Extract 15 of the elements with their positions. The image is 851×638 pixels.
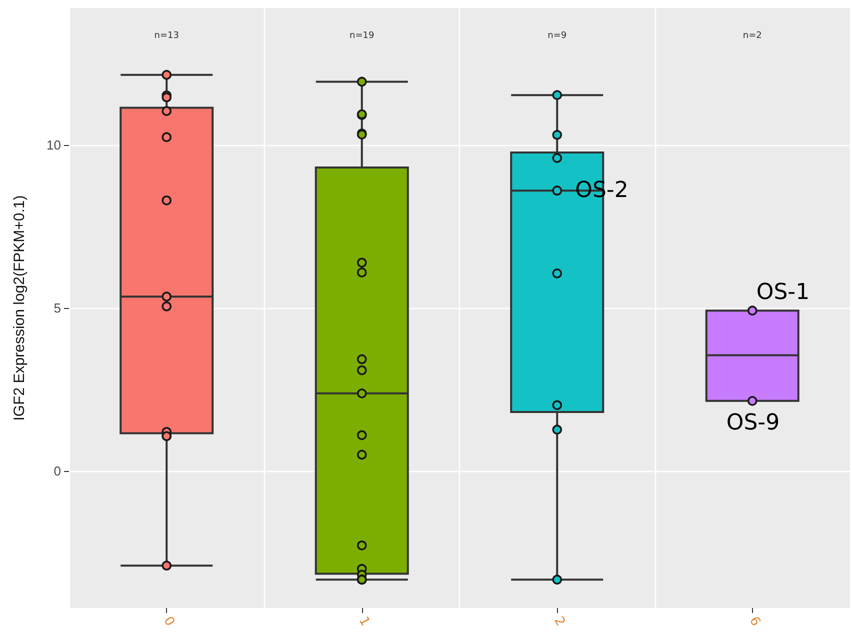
x-tick-label: 0 [160, 614, 178, 629]
x-tick-label: 1 [355, 614, 373, 629]
annotation: n=13 [154, 31, 179, 41]
annotation: OS-1 [756, 280, 810, 306]
x-tick-label: 2 [550, 614, 568, 629]
annotation: n=19 [350, 31, 374, 41]
annotation: n=2 [742, 31, 762, 41]
x-tick-label: 6 [746, 614, 764, 629]
annotation: n=9 [548, 31, 567, 41]
y-tick-label: 10 [46, 137, 61, 152]
annotation: OS-9 [726, 410, 780, 436]
y-tick-label: 0 [54, 464, 61, 479]
y-tick-label: 5 [54, 300, 61, 316]
y-axis-title: IGF2 Expression log2(FPKM+0.1) [11, 195, 28, 421]
annotation: OS-2 [575, 178, 628, 204]
